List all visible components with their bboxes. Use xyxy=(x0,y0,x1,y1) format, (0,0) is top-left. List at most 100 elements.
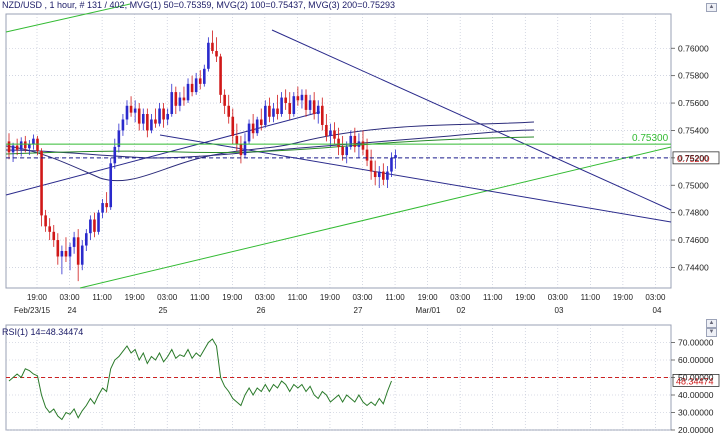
candle-body xyxy=(68,246,72,257)
candle-body xyxy=(231,116,235,136)
date-label: 25 xyxy=(159,306,168,315)
candle-body xyxy=(316,105,320,115)
x-tick-label: 11:00 xyxy=(92,293,112,302)
candle-body xyxy=(190,83,194,93)
candle-body xyxy=(72,237,76,247)
candle-body xyxy=(300,94,304,101)
x-tick-label: 03:00 xyxy=(548,293,569,302)
candle-body xyxy=(198,78,202,84)
candle-body xyxy=(32,138,35,145)
candle-body xyxy=(28,144,31,149)
rsi-y-tick-label: 70.00000 xyxy=(678,338,714,348)
candle-body xyxy=(109,163,113,208)
candle-body xyxy=(280,97,283,115)
candle-body xyxy=(162,108,165,120)
candle-body xyxy=(52,231,56,241)
candle-body xyxy=(182,97,186,101)
candle-body xyxy=(80,245,84,265)
candle-body xyxy=(76,237,80,265)
x-tick-label: 03:00 xyxy=(255,293,276,302)
date-label: Mar/01 xyxy=(416,306,441,315)
candle-body xyxy=(219,56,222,95)
price-plot-frame xyxy=(5,13,672,289)
candle-body xyxy=(207,42,210,69)
candle-body xyxy=(308,100,312,110)
candle-body xyxy=(284,97,287,104)
y-tick-label: 0.75200 xyxy=(678,153,709,163)
candle-body xyxy=(186,83,190,101)
candle-body xyxy=(211,42,214,51)
candle-body xyxy=(40,151,43,216)
candle-body xyxy=(390,157,393,172)
candle-body xyxy=(312,100,316,115)
candle-body xyxy=(386,171,389,180)
date-label: 27 xyxy=(354,306,363,315)
x-tick-label: 11:00 xyxy=(288,293,308,302)
candle-body xyxy=(329,130,332,136)
x-tick-label: 11:00 xyxy=(190,293,210,302)
rsi-y-tick-label: 30.00000 xyxy=(678,408,714,418)
candle-body xyxy=(97,212,100,232)
x-tick-label: 19:00 xyxy=(125,293,146,302)
candle-body xyxy=(166,114,169,120)
rsi-y-tick-label: 20.00000 xyxy=(678,425,714,435)
date-label: 04 xyxy=(653,306,662,315)
rsi-expand-button[interactable]: ▼ xyxy=(706,328,717,337)
candle-body xyxy=(23,141,27,149)
x-tick-label: 19:00 xyxy=(515,293,536,302)
candle-body xyxy=(129,105,133,113)
x-tick-label: 19:00 xyxy=(320,293,341,302)
blue-trendline-upper xyxy=(5,111,321,196)
rsi-last-label: 48.34474 xyxy=(676,376,714,386)
x-tick-label: 19:00 xyxy=(613,293,634,302)
candle-body xyxy=(394,155,397,158)
y-tick-label: 0.75800 xyxy=(678,71,709,81)
date-label: 02 xyxy=(457,306,466,315)
rsi-header: RSI(1) 14=48.34474 xyxy=(2,327,84,337)
candle-body xyxy=(259,119,263,125)
y-tick-label: 0.75600 xyxy=(678,98,709,108)
candle-body xyxy=(304,94,308,110)
candle-body xyxy=(93,219,96,232)
blue-trendline-resistance xyxy=(271,29,672,211)
candle-body xyxy=(170,92,174,115)
candle-body xyxy=(345,146,349,156)
candle-body xyxy=(89,219,92,234)
candle-body xyxy=(361,141,365,150)
candle-body xyxy=(243,141,247,156)
rsi-y-axis: 20.00000 30.00000 40.00000 50.00000 60.00000… xyxy=(671,338,714,435)
rsi-y-tick-label: 40.00000 xyxy=(678,390,714,400)
candle-body xyxy=(333,130,336,139)
candle-body xyxy=(56,240,60,257)
x-tick-label: 11:00 xyxy=(581,293,601,302)
candle-body xyxy=(158,108,161,124)
rsi-collapse-button[interactable]: ▲ xyxy=(706,319,717,328)
y-tick-label: 0.75400 xyxy=(678,125,709,135)
candle-body xyxy=(150,119,153,131)
candle-body xyxy=(296,96,300,101)
x-tick-label: 11:00 xyxy=(483,293,503,302)
candle-body xyxy=(121,119,125,131)
candle-body xyxy=(251,123,255,134)
collapse-button[interactable]: ▲ xyxy=(706,3,717,12)
candle-body xyxy=(288,103,292,115)
candle-body xyxy=(48,226,51,232)
candle-body xyxy=(113,146,117,164)
candle-body xyxy=(141,114,145,124)
green-trendline-support xyxy=(79,146,672,289)
candle-body xyxy=(255,119,259,134)
candle-body xyxy=(15,145,19,150)
candle-body xyxy=(19,141,23,150)
x-tick-label: 03:00 xyxy=(352,293,373,302)
candle-body xyxy=(137,108,141,124)
x-tick-label: 03:00 xyxy=(60,293,81,302)
candle-body xyxy=(105,203,108,208)
y-tick-label: 0.75000 xyxy=(678,180,709,190)
resistance-level-label: 0.75300 xyxy=(632,133,669,144)
mvg3-line xyxy=(5,136,535,155)
date-label: Feb/23/15 xyxy=(14,306,51,315)
candle-body xyxy=(125,105,129,120)
